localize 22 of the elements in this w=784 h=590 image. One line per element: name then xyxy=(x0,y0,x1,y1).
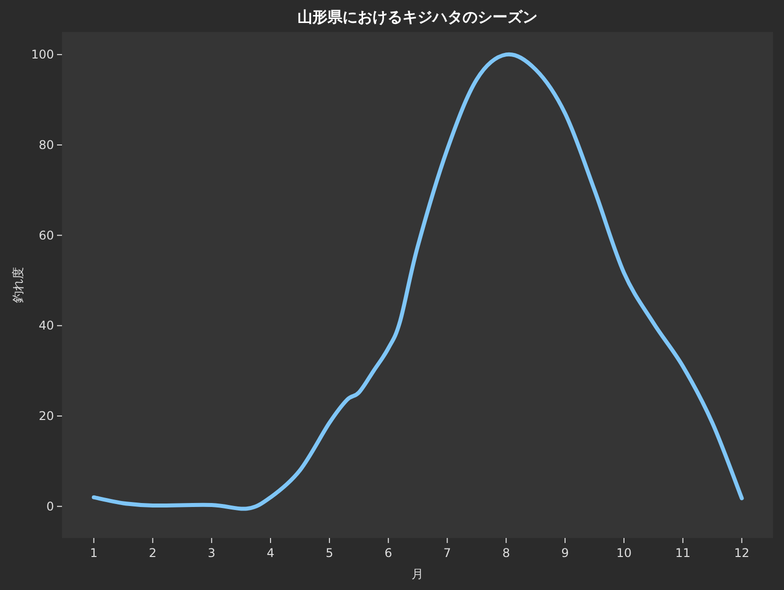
y-tick-label: 60 xyxy=(38,228,54,242)
y-axis-title: 釣れ度 xyxy=(11,267,25,303)
x-tick-label: 11 xyxy=(675,546,691,560)
x-axis-title: 月 xyxy=(412,567,424,581)
x-tick-label: 9 xyxy=(561,546,569,560)
y-tick-label: 40 xyxy=(38,318,54,333)
chart-title: 山形県におけるキジハタのシーズン xyxy=(298,8,538,26)
x-tick-label: 6 xyxy=(384,546,392,560)
y-tick-label: 80 xyxy=(38,138,54,152)
y-tick-label: 0 xyxy=(46,499,54,514)
x-tick-label: 3 xyxy=(208,546,216,560)
x-tick-label: 7 xyxy=(443,546,452,560)
x-tick-label: 1 xyxy=(90,546,98,560)
x-tick-label: 2 xyxy=(148,546,157,560)
line-series xyxy=(92,52,744,511)
x-tick-label: 10 xyxy=(616,546,632,560)
y-tick-label: 100 xyxy=(31,48,54,62)
x-tick-label: 8 xyxy=(502,546,510,560)
x-tick-label: 4 xyxy=(266,546,274,560)
y-tick-label: 20 xyxy=(38,409,54,424)
x-tick-label: 5 xyxy=(326,546,334,560)
x-tick-label: 12 xyxy=(734,546,750,560)
